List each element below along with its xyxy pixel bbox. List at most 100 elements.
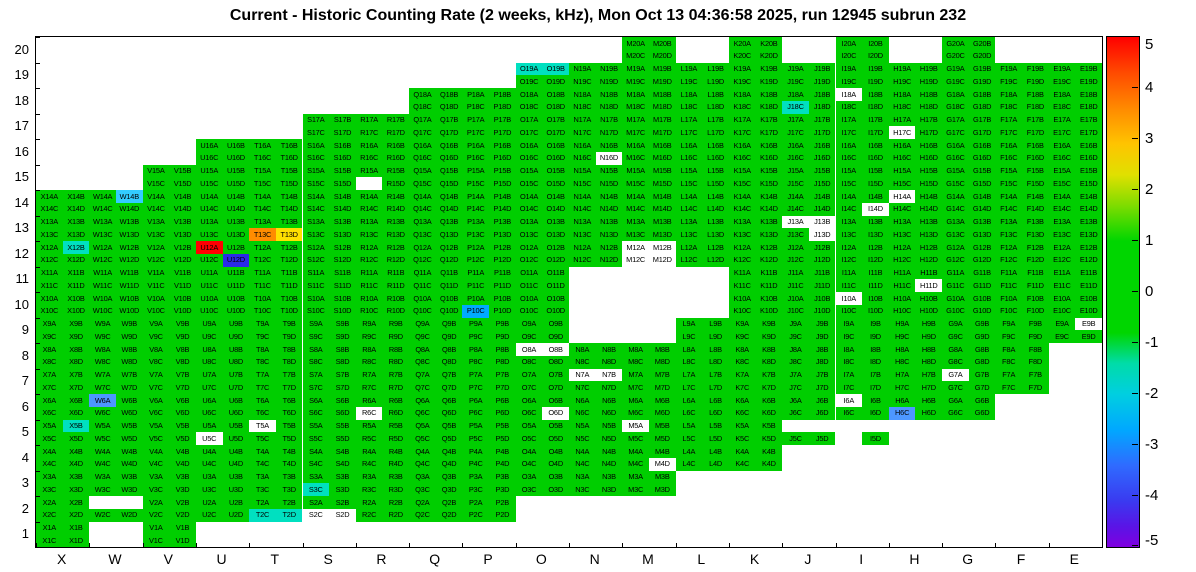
heatmap-cell: G17B [968,113,996,127]
heatmap-cell: R17C [355,126,383,139]
heatmap-cell: P12B [489,241,516,254]
heatmap-cell: I20A [835,37,863,50]
heatmap-cell: H6C [888,406,916,420]
heatmap-cell: G16A [942,139,969,152]
heatmap-cell: L8B [702,343,729,356]
heatmap-cell: R14B [382,190,410,203]
heatmap-cell: P10D [489,304,516,318]
x-axis-tick [728,543,730,547]
heatmap-cell: M3D [648,483,676,496]
heatmap-cell: G6A [942,394,969,407]
heatmap-cell: L13B [702,215,729,229]
heatmap-cell: S9D [329,330,356,343]
x-axis-tick [515,543,517,547]
heatmap-cell: W8C [89,355,116,369]
heatmap-cell: X5A [36,419,63,433]
heatmap-cell: O3B [542,470,569,484]
heatmap-cell: Q2A [409,496,436,509]
heatmap-cell: N19A [569,62,596,76]
heatmap-cell: K15A [728,164,756,178]
heatmap-cell: V7A [142,368,170,382]
heatmap-cell: K19B [755,62,783,76]
heatmap-cell: X12D [62,253,90,267]
heatmap-cell: P6D [489,406,516,420]
heatmap-cell: O5C [515,432,543,445]
heatmap-cell: U2B [222,496,250,509]
heatmap-cell: G16D [968,151,996,165]
heatmap-cell: H12C [888,253,916,267]
heatmap-cell: X6A [36,394,63,407]
heatmap-cell: R13D [382,228,410,241]
colorbar-tick [1132,342,1138,343]
heatmap-cell: R11A [355,266,383,280]
heatmap-cell: U6A [195,394,223,407]
heatmap-cell: G19C [942,75,969,88]
heatmap-cell: W11A [89,266,116,280]
colorbar-tick [1132,36,1138,37]
x-axis-tick [622,543,624,547]
heatmap-cell: T5C [249,432,276,445]
heatmap-cell: H16B [915,139,943,152]
heatmap-cell: W2D [115,508,143,522]
heatmap-cell: I5D [862,432,889,445]
heatmap-cell: E19D [1075,75,1102,88]
heatmap-cell: R2B [382,496,410,509]
heatmap-cell: N17B [595,113,623,127]
heatmap-cell: P2B [489,496,516,509]
heatmap-cell: K16A [728,139,756,152]
heatmap-cell: L19B [702,62,729,76]
heatmap-cell: K20C [728,49,756,63]
heatmap-cell: P15D [489,177,516,190]
heatmap-cell: L6D [702,406,729,420]
heatmap-cell: O19C [515,75,543,88]
heatmap-cell: K10A [728,292,756,305]
heatmap-cell: K10B [755,292,783,305]
heatmap-cell: K11A [728,266,756,280]
heatmap-cell: Q12D [435,253,463,267]
heatmap-cell: O13A [515,215,543,229]
heatmap-cell: M7B [648,368,676,382]
heatmap-cell: K8C [728,355,756,369]
heatmap-cell: L7B [702,368,729,382]
y-axis-label: 18 [14,92,29,108]
heatmap-cell: K9C [728,330,756,343]
heatmap-cell: I7B [862,368,889,382]
heatmap-cell: J15A [782,164,809,178]
heatmap-cell: O3C [515,483,543,496]
heatmap-cell: V2A [142,496,170,509]
heatmap-cell: O8A [515,343,543,356]
heatmap-cell: N5D [595,432,623,445]
heatmap-cell: H12D [915,253,943,267]
heatmap-cell: T16C [249,151,276,165]
heatmap-cell: V2C [142,508,170,522]
heatmap-cell: R7D [382,381,410,394]
heatmap-cell: T16B [275,139,303,152]
heatmap-cell: U10D [222,304,250,318]
heatmap-cell: L17B [702,113,729,127]
heatmap-cell: M13B [648,215,676,229]
heatmap-cell: U4A [195,445,223,458]
heatmap-cell: I19C [835,75,863,88]
heatmap-cell: H17C [888,126,916,139]
heatmap-cell: U3C [195,483,223,496]
heatmap-cell: K17A [728,113,756,127]
heatmap-cell: V11A [142,266,170,280]
heatmap-cell: H10B [915,292,943,305]
heatmap-cell: E11A [1048,266,1076,280]
heatmap-cell: O8D [542,355,569,369]
heatmap-cell: K4B [755,445,783,458]
heatmap-cell: Q9D [435,330,463,343]
heatmap-cell: J16B [808,139,836,152]
heatmap-cell: J18B [808,88,836,101]
heatmap-cell: F14D [1022,202,1049,216]
heatmap-cell: L16A [675,139,703,152]
heatmap-cell: F12C [995,253,1023,267]
heatmap-cell: P15A [462,164,490,178]
heatmap-cell: G8C [942,355,969,369]
heatmap-cell: S17B [329,113,356,127]
heatmap-cell: O12D [542,253,569,267]
heatmap-cell: I10B [862,292,889,305]
heatmap-cell: O19D [542,75,569,88]
heatmap-cell: H18A [888,88,916,101]
heatmap-cell: S6B [329,394,356,407]
